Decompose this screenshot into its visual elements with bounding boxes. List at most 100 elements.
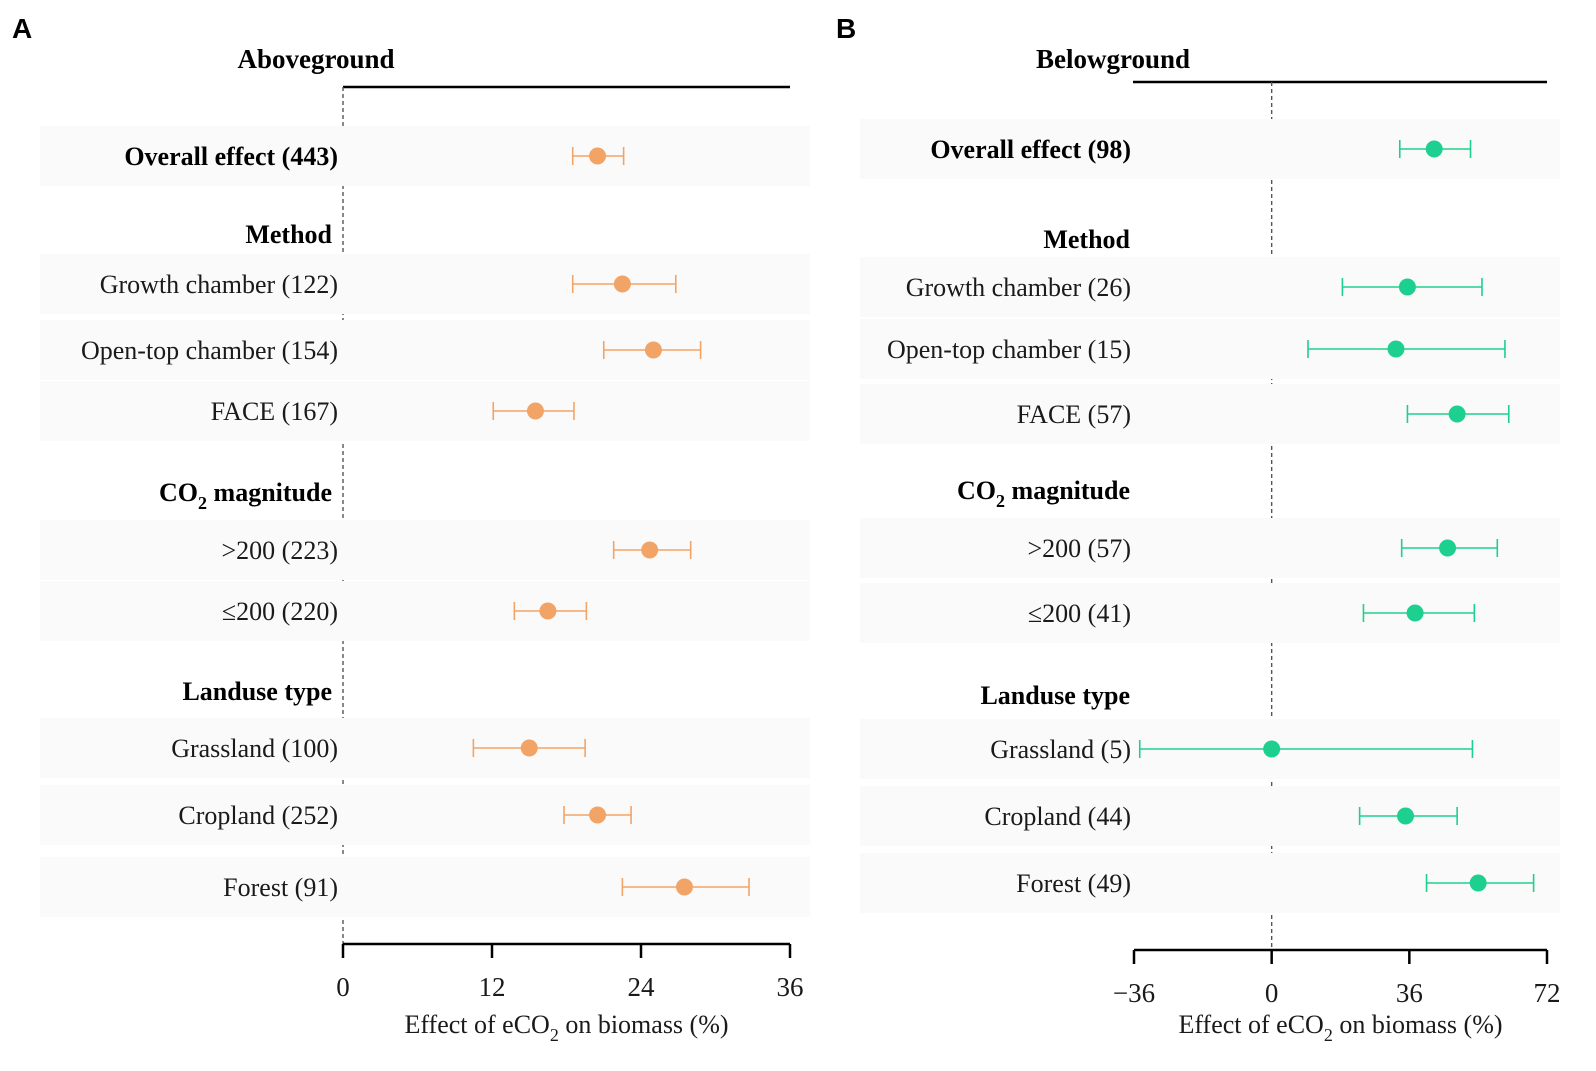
row-label: Open-top chamber (154) [81,336,338,365]
estimate-row: Growth chamber (122) [40,254,810,314]
estimate-row: ≤200 (220) [40,581,810,641]
row-label-part: magnitude [207,478,332,507]
mean-point [589,147,607,165]
mean-point [526,402,544,420]
x-tick-label: 36 [777,972,804,1002]
estimate-row: Forest (49) [860,853,1560,913]
x-axis-title-subscript: 2 [550,1025,559,1045]
mean-point [1398,278,1416,296]
mean-point [1263,740,1281,758]
row-band [40,520,810,580]
row-label: ≤200 (220) [222,597,338,626]
estimate-row: Grassland (100) [40,718,810,778]
mean-point [613,275,631,293]
group-header-row: Method [245,220,332,249]
x-axis-title: Effect of eCO2 on biomass (%) [1178,1010,1502,1045]
mean-point [1469,874,1487,892]
row-label: Growth chamber (122) [100,270,338,299]
estimate-row: Grassland (5) [860,719,1560,779]
estimate-row: Forest (91) [40,857,810,917]
x-tick-label: 0 [336,972,350,1002]
estimate-row: FACE (167) [40,381,810,441]
x-tick-label: 36 [1396,978,1423,1008]
x-axis-title: Effect of eCO2 on biomass (%) [404,1010,728,1045]
mean-point [644,341,662,359]
row-band [40,126,810,186]
x-tick-label: 72 [1534,978,1561,1008]
row-label: Growth chamber (26) [906,273,1131,302]
panel-letter: A [12,13,32,44]
row-label-subscript: 2 [996,491,1005,511]
row-label: Cropland (252) [178,801,338,830]
x-tick-label: 12 [479,972,506,1002]
mean-point [1406,604,1424,622]
x-axis-title-part: on biomass (%) [1333,1010,1503,1039]
estimate-row: >200 (223) [40,520,810,580]
row-label: CO2 magnitude [159,478,332,513]
estimate-row: Open-top chamber (154) [40,320,810,380]
row-label-part: magnitude [1005,476,1130,505]
mean-point [1448,405,1466,423]
x-tick-label: −36 [1113,978,1155,1008]
row-label: Overall effect (443) [124,142,338,171]
row-label-subscript: 2 [198,493,207,513]
mean-point [675,878,693,896]
row-label: FACE (57) [1017,400,1131,429]
row-label: FACE (167) [211,397,338,426]
mean-point [539,602,557,620]
row-band [40,581,810,641]
x-axis-title-subscript: 2 [1324,1025,1333,1045]
estimate-row: FACE (57) [860,384,1560,444]
estimate-row: Growth chamber (26) [860,257,1560,317]
row-label: Landuse type [182,677,332,706]
mean-point [1387,340,1405,358]
mean-point [1425,140,1443,158]
estimate-row: Cropland (252) [40,785,810,845]
mean-point [1397,807,1415,825]
mean-point [1439,539,1457,557]
x-axis-title-part: on biomass (%) [559,1010,729,1039]
estimate-row: Overall effect (98) [860,119,1560,179]
x-tick-label: 0 [1265,978,1279,1008]
row-label: >200 (57) [1028,534,1131,563]
row-band [40,381,810,441]
row-band [40,785,810,845]
group-header-row: Landuse type [980,681,1130,710]
estimate-row: >200 (57) [860,518,1560,578]
estimate-row: Cropland (44) [860,786,1560,846]
estimate-row: Overall effect (443) [40,126,810,186]
x-axis-title-part: Effect of eCO [404,1010,549,1039]
group-header-row: CO2 magnitude [159,478,332,513]
row-label: Forest (91) [223,873,338,902]
group-header-row: Landuse type [182,677,332,706]
row-label: Method [245,220,332,249]
group-header-row: CO2 magnitude [957,476,1130,511]
row-label: Overall effect (98) [930,135,1131,164]
estimate-row: Open-top chamber (15) [860,319,1560,379]
panel-title: Belowground [1036,44,1190,74]
x-axis-title-part: Effect of eCO [1178,1010,1323,1039]
panel-letter: B [836,13,856,44]
row-band [40,718,810,778]
row-label: CO2 magnitude [957,476,1130,511]
row-label: Grassland (5) [990,735,1131,764]
estimate-row: ≤200 (41) [860,583,1560,643]
row-label: Grassland (100) [171,734,338,763]
row-label: Landuse type [980,681,1130,710]
panel-title: Aboveground [237,44,394,74]
x-tick-label: 24 [628,972,656,1002]
row-label: Cropland (44) [984,802,1131,831]
row-label: Method [1043,225,1130,254]
mean-point [641,541,659,559]
mean-point [520,739,538,757]
row-label: Forest (49) [1016,869,1131,898]
group-header-row: Method [1043,225,1130,254]
row-label-part: CO [957,476,996,505]
row-label: Open-top chamber (15) [887,335,1131,364]
row-band [40,254,810,314]
row-label: ≤200 (41) [1028,599,1131,628]
row-label-part: CO [159,478,198,507]
